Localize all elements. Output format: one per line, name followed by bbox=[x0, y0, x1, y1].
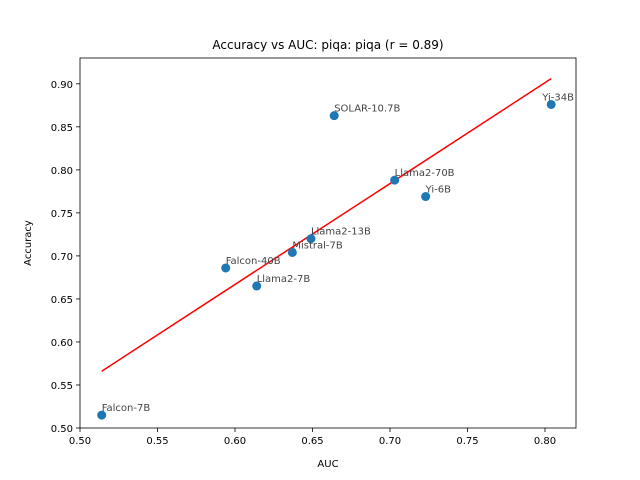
point-labels: Falcon-7B Falcon-40B Llama2-7B Mistral-7B Ll… bbox=[102, 92, 574, 414]
regression-line bbox=[101, 78, 552, 372]
point-label: Falcon-40B bbox=[226, 256, 281, 267]
data-point bbox=[306, 234, 316, 244]
point-label: Yi-34B bbox=[541, 92, 574, 103]
y-tick-label: 0.70 bbox=[51, 252, 73, 263]
data-point bbox=[221, 263, 231, 273]
x-axis-label: AUC bbox=[317, 459, 338, 470]
point-label: SOLAR-10.7B bbox=[334, 104, 400, 115]
axis-ticks: 0.50 0.55 0.60 0.65 0.70 0.75 0.80 0.50 0.55 0.60… bbox=[51, 80, 556, 447]
data-point bbox=[97, 410, 107, 420]
point-label: Yi-6B bbox=[425, 185, 452, 196]
y-tick-label: 0.80 bbox=[51, 166, 73, 177]
y-tick-label: 0.85 bbox=[51, 123, 73, 134]
y-tick-label: 0.55 bbox=[51, 381, 73, 392]
y-tick-label: 0.90 bbox=[51, 80, 73, 91]
data-point bbox=[252, 281, 262, 291]
data-point bbox=[287, 247, 297, 257]
data-points bbox=[97, 99, 556, 420]
data-point bbox=[329, 111, 339, 121]
data-point bbox=[390, 175, 400, 185]
data-point bbox=[421, 192, 431, 202]
y-tick-label: 0.75 bbox=[51, 209, 73, 220]
x-tick-label: 0.65 bbox=[301, 436, 323, 447]
x-tick-label: 0.70 bbox=[379, 436, 401, 447]
x-tick-label: 0.75 bbox=[456, 436, 478, 447]
x-tick-label: 0.60 bbox=[224, 436, 246, 447]
x-tick-label: 0.55 bbox=[146, 436, 168, 447]
point-label: Llama2-70B bbox=[395, 168, 455, 179]
data-point bbox=[546, 99, 556, 109]
x-tick-label: 0.80 bbox=[534, 436, 556, 447]
point-label: Falcon-7B bbox=[102, 403, 151, 414]
point-label: Mistral-7B bbox=[292, 240, 343, 251]
y-axis-label: Accuracy bbox=[23, 220, 34, 266]
y-tick-label: 0.50 bbox=[51, 424, 73, 435]
plot-frame bbox=[79, 57, 577, 429]
x-tick-label: 0.50 bbox=[69, 436, 91, 447]
y-tick-label: 0.65 bbox=[51, 295, 73, 306]
y-tick-label: 0.60 bbox=[51, 338, 73, 349]
point-label: Llama2-13B bbox=[311, 227, 371, 238]
point-label: Llama2-7B bbox=[257, 274, 311, 285]
chart-title: Accuracy vs AUC: piqa: piqa (r = 0.89) bbox=[212, 38, 443, 52]
